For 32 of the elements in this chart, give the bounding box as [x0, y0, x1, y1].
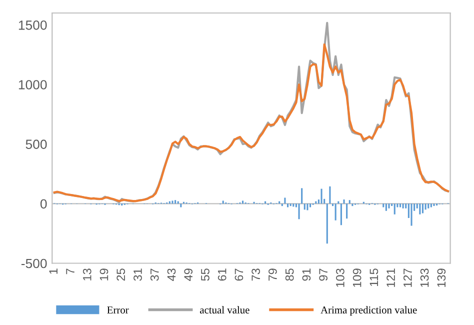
y-tick-label: 500	[26, 140, 47, 149]
legend-label: Error	[107, 306, 129, 314]
x-tick-label: 103	[336, 268, 344, 287]
x-tick-label: 139	[437, 268, 446, 287]
x-tick-label: 19	[100, 268, 108, 280]
x-tick-label: 1	[49, 268, 58, 274]
legend-label: Arima prediction value	[320, 306, 417, 316]
x-tick-label: 109	[352, 268, 362, 287]
x-tick-label: 121	[386, 268, 395, 287]
x-tick-label: 25	[116, 268, 126, 281]
x-tick-label: 97	[319, 268, 328, 281]
y-tick-label: 1000	[18, 80, 47, 90]
x-tick-label: 43	[167, 268, 176, 281]
x-tick-label: 31	[134, 268, 142, 281]
x-tick-label: 127	[403, 268, 412, 287]
x-tick-label: 13	[82, 268, 92, 280]
x-tick-label: 91	[302, 268, 311, 281]
x-tick-label: 55	[201, 268, 210, 281]
x-tick-label: 73	[252, 268, 260, 281]
y-tick-label: 1500	[18, 20, 47, 30]
x-tick-label: 67	[234, 268, 244, 281]
y-tick-label: -500	[21, 258, 47, 268]
x-tick-label: 85	[285, 268, 294, 281]
x-tick-label: 61	[218, 268, 226, 281]
x-tick-label: 79	[268, 268, 277, 281]
x-tick-label: 7	[66, 268, 74, 274]
x-tick-label: 37	[150, 268, 159, 281]
x-tick-label: 133	[420, 268, 429, 287]
y-tick-label: 0	[40, 199, 47, 209]
legend-label: actual value	[200, 306, 250, 314]
x-tick-label: 115	[370, 268, 378, 286]
x-tick-label: 49	[184, 268, 193, 281]
